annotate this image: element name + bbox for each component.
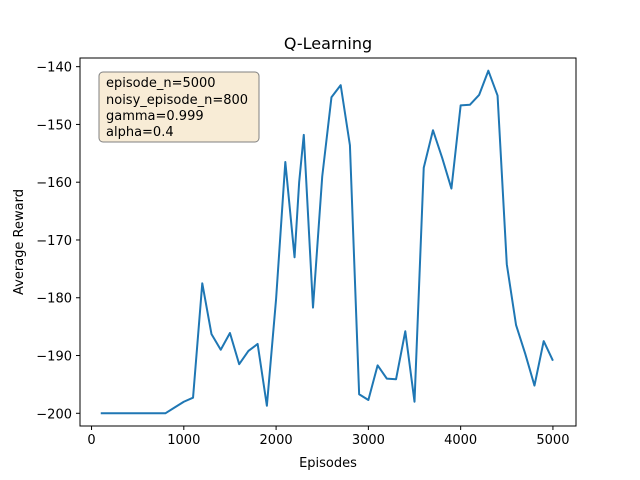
- y-tick-label: −140: [36, 61, 72, 76]
- annotation-line: gamma=0.999: [106, 109, 204, 124]
- series-line: [100, 69, 554, 415]
- x-tick-label: 5000: [536, 433, 569, 448]
- y-tick-label: −200: [36, 407, 72, 422]
- y-axis-label: Average Reward: [12, 189, 27, 295]
- y-tick-label: −160: [36, 176, 72, 191]
- x-tick-label: 1000: [167, 433, 200, 448]
- x-tick-label: 3000: [352, 433, 385, 448]
- x-axis-label: Episodes: [299, 456, 357, 471]
- annotation-line: episode_n=5000: [106, 76, 216, 91]
- y-tick-label: −180: [36, 292, 72, 307]
- x-tick-label: 0: [87, 433, 95, 448]
- annotation-line: noisy_episode_n=800: [106, 93, 248, 108]
- parameter-annotation-box: episode_n=5000 noisy_episode_n=800 gamma…: [98, 71, 260, 143]
- annotation-line: alpha=0.4: [106, 125, 174, 140]
- annotation-background: [98, 71, 260, 143]
- axis-ticks: 0 1000 2000 3000 4000 5000 −200 −190 −180 −170 −16…: [36, 61, 569, 448]
- x-tick-label: 4000: [444, 433, 477, 448]
- plot-area: [79, 57, 577, 427]
- y-tick-label: −190: [36, 350, 72, 365]
- chart-title: Q-Learning: [284, 34, 372, 53]
- axes-frame: [79, 57, 577, 427]
- y-tick-label: −150: [36, 118, 72, 133]
- x-tick-label: 2000: [260, 433, 293, 448]
- y-tick-label: −170: [36, 234, 72, 249]
